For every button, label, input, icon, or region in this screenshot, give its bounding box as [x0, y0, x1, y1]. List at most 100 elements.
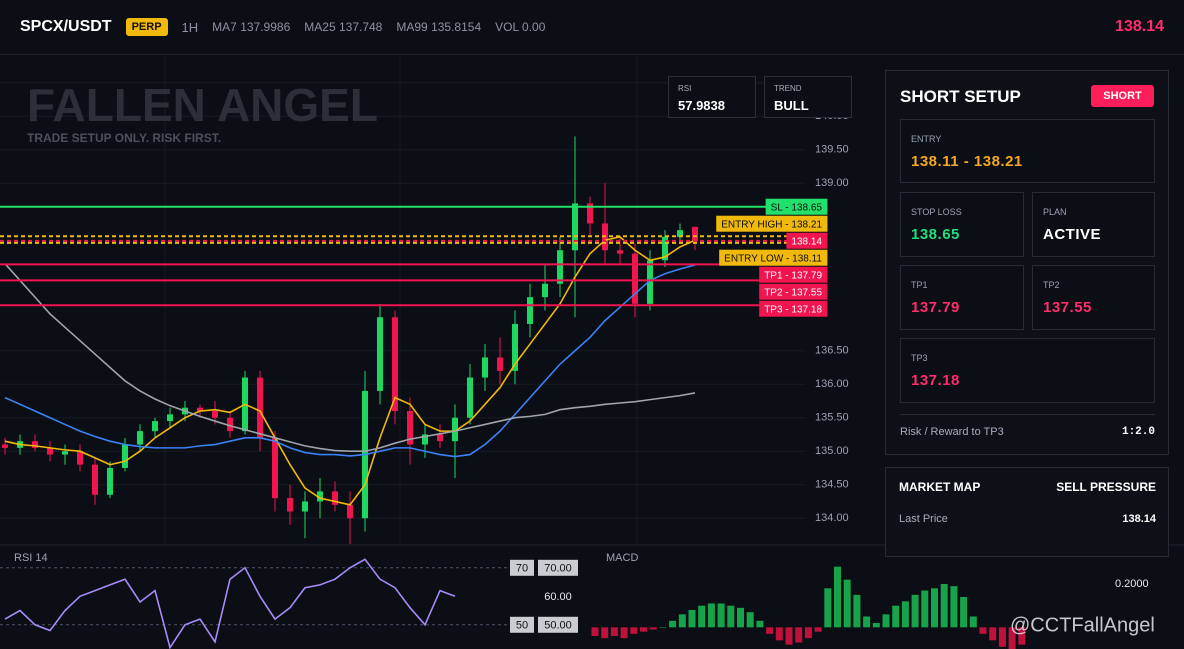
macd-bar	[931, 588, 938, 628]
candle-body	[437, 434, 443, 442]
market-map	[885, 467, 1169, 557]
macd-bar	[678, 614, 686, 628]
card-label: TP3	[911, 353, 928, 363]
y-tick-label: 136.00	[815, 378, 849, 390]
y-tick-label: 60.00	[544, 591, 572, 603]
rsi-line	[4, 558, 456, 649]
candle-body	[227, 417, 233, 432]
level-label: TP2 - 137.55	[764, 287, 822, 298]
macd-bar	[940, 584, 948, 628]
card-label: TP2	[1043, 280, 1060, 290]
level-label: 138.14	[791, 236, 822, 247]
main-chart	[0, 82, 805, 544]
candle-body	[32, 441, 38, 448]
macd-bar	[775, 627, 783, 641]
watermark-title: FALLEN ANGEL	[27, 79, 378, 131]
panel-title: RSI 14	[14, 552, 48, 564]
card-label: STOP LOSS	[911, 207, 962, 217]
rr-label: Risk / Reward to TP3	[900, 426, 1004, 438]
macd-bar	[804, 627, 812, 639]
watermark-handle: @CCTFallAngel	[1010, 614, 1155, 636]
candle-body	[47, 447, 53, 455]
candle-body	[197, 407, 203, 412]
market-status: SELL PRESSURE	[1056, 480, 1156, 494]
candle-body	[122, 444, 128, 468]
candle-body	[107, 467, 113, 495]
macd-bar	[707, 603, 715, 628]
level-tag	[759, 300, 828, 317]
macd-bar	[698, 605, 706, 628]
y-tick-label: 135.00	[815, 445, 849, 457]
macd-bar	[863, 616, 871, 628]
last-price: 138.14	[1115, 18, 1164, 35]
candle-body	[497, 357, 503, 371]
macd-bar	[1008, 627, 1016, 649]
candle-body	[677, 230, 683, 237]
rsi-box: RSI 57.9838	[668, 76, 756, 118]
rsi-panel: RSI 14 70 50 70.00 60.00 50.00	[0, 552, 578, 649]
setup-card: TP2 137.55	[1032, 265, 1155, 330]
macd-bar	[727, 605, 735, 628]
row-label: Last Price	[899, 513, 948, 525]
candle-body	[527, 297, 533, 324]
candle-body	[617, 250, 623, 254]
ma-line	[4, 235, 696, 506]
interval[interactable]: 1H	[181, 19, 199, 35]
candle-body	[512, 323, 518, 371]
macd-bar	[979, 627, 987, 634]
y-tick-label: 50.00	[544, 620, 572, 632]
y-tick-label: 134.50	[815, 479, 849, 491]
candle-body	[692, 226, 698, 241]
macd-bar	[998, 627, 1006, 647]
candle-body	[317, 491, 323, 502]
candle-body	[302, 501, 308, 512]
short-button[interactable]: SHORT	[1091, 85, 1154, 107]
level-tag	[716, 215, 828, 232]
candle-body	[77, 451, 83, 465]
macd-bar	[960, 597, 968, 628]
level-label: TP1 - 137.79	[764, 270, 822, 281]
card-value: 138.65	[911, 226, 960, 243]
header: SPCX/USDT PERP 1H MA7 137.9986 MA25 137.…	[0, 0, 1184, 55]
macd-bar	[921, 590, 929, 628]
macd-bar	[610, 627, 618, 636]
entry-card: ENTRY 138.11 - 138.21	[900, 119, 1155, 183]
macd-bar	[649, 627, 657, 630]
candle-body	[152, 421, 158, 432]
level-label: TP3 - 137.18	[764, 304, 822, 315]
y-tick-label: 136.50	[815, 345, 849, 357]
macd-bar	[640, 627, 647, 632]
candle-body	[272, 437, 278, 499]
trend-box: TREND BULL	[764, 76, 852, 118]
level-label: 70	[516, 563, 528, 575]
candle-body	[137, 431, 143, 445]
candle-body	[422, 434, 428, 445]
macd-bar	[785, 627, 793, 645]
macd-bar	[950, 586, 958, 628]
card-label: PLAN	[1043, 207, 1067, 217]
candle-body	[662, 236, 668, 261]
card-value: 137.55	[1043, 299, 1092, 316]
badge[interactable]: PERP	[125, 18, 168, 36]
candle-body	[167, 414, 173, 422]
candle-body	[62, 451, 68, 455]
candle-body	[452, 417, 458, 442]
level-tag	[786, 232, 828, 249]
macd-bar	[756, 620, 764, 628]
ma7: MA7 137.9986	[212, 20, 291, 34]
panel-title: MACD	[606, 552, 638, 564]
macd-bar	[601, 627, 609, 639]
separator	[900, 414, 1155, 415]
setup-card: PLAN ACTIVE	[1032, 192, 1155, 257]
card-label: TP1	[911, 280, 928, 290]
ma-line	[4, 264, 696, 458]
row-value: 138.14	[1122, 513, 1156, 525]
card-value: ACTIVE	[1043, 226, 1102, 243]
setup-card: STOP LOSS 138.65	[900, 192, 1024, 257]
candle-body	[407, 411, 413, 445]
macd-bar	[746, 612, 754, 628]
ma-line	[4, 263, 696, 453]
macd-bar	[688, 610, 696, 628]
level-tag	[759, 283, 828, 300]
